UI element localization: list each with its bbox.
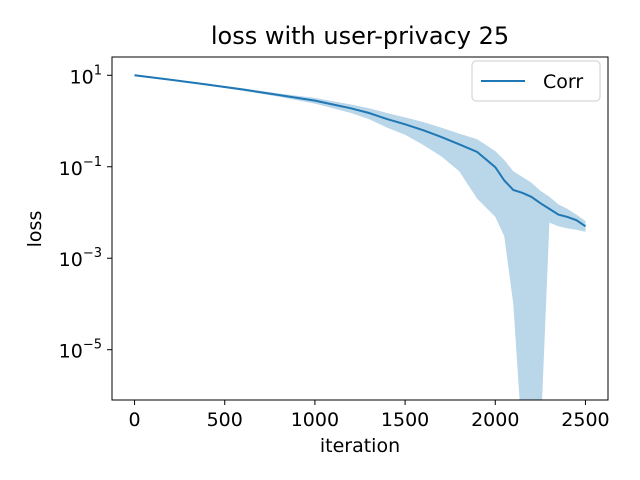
x-tick-label: 2000 [471,409,519,431]
plot-frame [111,56,609,401]
y-tick-label: 10−3 [59,246,102,271]
y-tick-label: 10−5 [59,338,102,363]
y-tick-label: 101 [70,63,102,88]
x-tick-label: 500 [207,409,243,431]
x-tick-label: 1500 [381,409,429,431]
legend-box [471,60,601,102]
x-tick-label: 0 [128,409,140,431]
series-line-corr [134,74,587,228]
series-band-corr [134,74,586,400]
x-tick-label: 1000 [291,409,339,431]
x-axis-label: iteration [320,435,400,457]
chart-title: loss with user-privacy 25 [211,22,509,50]
x-tick-label: 2500 [561,409,609,431]
y-tick-label: 10−1 [59,155,102,180]
legend: Corr [471,60,601,102]
y-axis-label: loss [24,211,46,248]
legend-label-corr: Corr [543,71,583,93]
